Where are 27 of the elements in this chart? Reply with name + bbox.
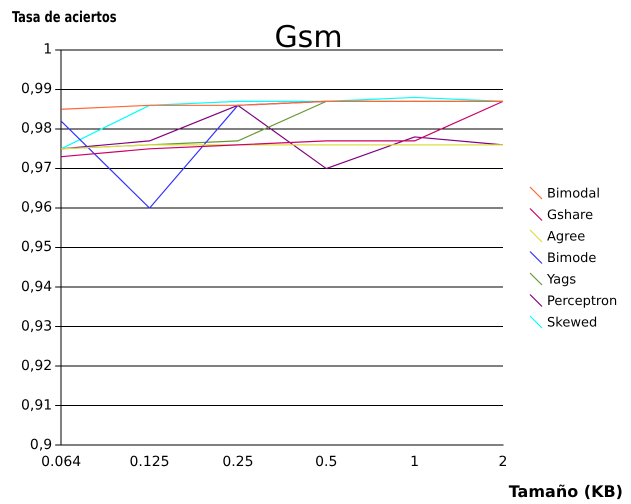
chart-title: Gsm xyxy=(274,20,343,55)
y-tick-label: 0,96 xyxy=(21,200,52,216)
legend-label: Skewed xyxy=(547,315,598,330)
y-tick-label: 0,99 xyxy=(21,81,52,98)
x-tick-label: 1 xyxy=(410,454,420,470)
legend-label: Bimode xyxy=(547,250,596,266)
x-axis-title: Tamaño (KB) xyxy=(508,482,623,501)
y-tick-label: 0,92 xyxy=(21,358,52,374)
legend-label: Gshare xyxy=(547,208,594,223)
y-axis-title: Tasa de aciertos xyxy=(12,8,117,26)
x-tick-label: 0.125 xyxy=(129,454,170,470)
y-tick-label: 0,91 xyxy=(21,397,52,414)
x-tick-label: 0.25 xyxy=(222,454,254,470)
legend-label: Yags xyxy=(546,272,576,288)
x-tick-label: 2 xyxy=(498,454,508,470)
y-tick-label: 1 xyxy=(43,42,52,58)
y-tick-label: 0,9 xyxy=(30,436,52,453)
y-tick-label: 0,94 xyxy=(21,278,52,295)
y-tick-label: 0,95 xyxy=(21,239,52,256)
y-tick-label: 0,98 xyxy=(21,120,52,137)
legend-label: Agree xyxy=(547,229,586,244)
legend-label: Bimodal xyxy=(547,186,600,202)
x-tick-label: 0.064 xyxy=(41,454,82,470)
x-tick-label: 0.5 xyxy=(315,454,338,470)
y-tick-label: 0,93 xyxy=(21,318,52,334)
y-tick-label: 0,97 xyxy=(21,160,52,176)
legend-label: Perceptron xyxy=(547,294,618,309)
